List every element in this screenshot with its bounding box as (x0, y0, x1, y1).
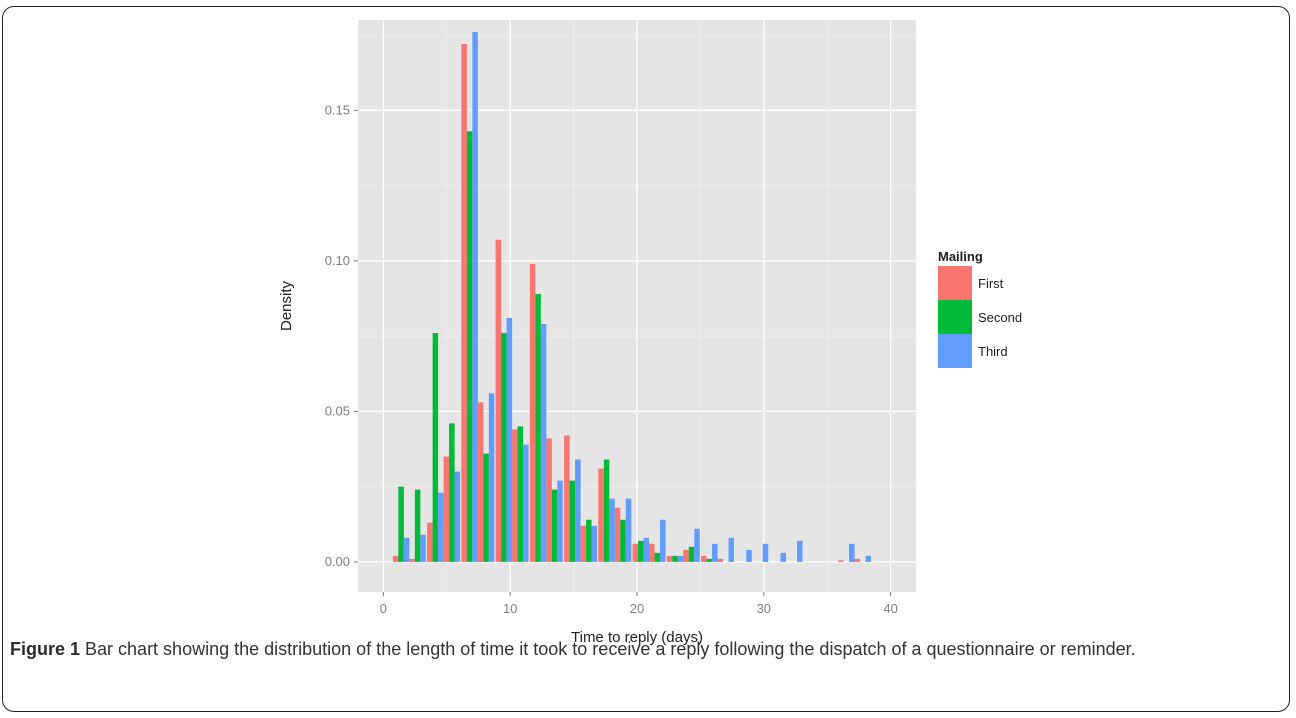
bar-second (398, 486, 404, 562)
bar-first (632, 543, 639, 562)
bar-first (717, 558, 724, 562)
bar-first (838, 560, 844, 562)
bar-third (712, 543, 718, 562)
bar-second (603, 459, 610, 562)
bar-second (688, 546, 695, 562)
bar-third (849, 543, 855, 562)
legend: Mailing First Second Third (938, 249, 1022, 368)
x-axis-title: Time to reply (days) (571, 629, 703, 646)
bar-third (523, 444, 529, 562)
x-tick-label: 30 (757, 601, 771, 616)
bar-third (746, 549, 752, 562)
bar-second (466, 131, 473, 562)
y-tick-label: 0.05 (325, 403, 350, 418)
bar-first (701, 555, 707, 562)
bar-third (660, 519, 666, 562)
bar-first (614, 507, 621, 562)
bar-third (865, 555, 871, 562)
grid (358, 20, 916, 592)
bar-third (540, 324, 547, 562)
bar-second (535, 293, 541, 562)
figure-caption: Figure 1 Bar chart showing the distribut… (10, 636, 1260, 663)
bar-first (564, 435, 570, 562)
legend-label-second: Second (978, 310, 1022, 325)
bar-first (598, 468, 604, 562)
bar-third (677, 555, 684, 562)
bar-third (762, 543, 769, 562)
y-tick-label: 0.15 (325, 102, 350, 117)
bar-second (586, 519, 592, 562)
y-axis-title: Density (278, 280, 295, 331)
x-tick-label: 20 (630, 601, 644, 616)
bar-third (591, 525, 598, 562)
legend-key-second (938, 300, 972, 334)
bar-second (569, 480, 576, 562)
bar-first (546, 438, 552, 562)
bar-second (483, 453, 489, 562)
x-tick-label: 40 (883, 601, 897, 616)
tick-labels: 0 10 20 30 40 0.00 0.05 0.10 0.15 (325, 102, 898, 616)
legend-key-first (938, 266, 972, 300)
bar-first (580, 525, 587, 562)
bar-first (477, 402, 484, 562)
bar-first (529, 263, 536, 562)
bar-third (438, 492, 444, 562)
figure-label: Figure 1 (10, 639, 81, 659)
bar-second (620, 519, 626, 562)
bar-second (449, 423, 455, 562)
bar-third (609, 498, 615, 562)
bar-third (557, 480, 563, 562)
bar-first (443, 456, 450, 562)
bar-second (432, 333, 439, 562)
legend-title: Mailing (938, 249, 983, 264)
legend-label-third: Third (978, 344, 1008, 359)
figure-caption-text: Bar chart showing the distribution of th… (85, 639, 1136, 659)
bar-first (666, 555, 673, 562)
bar-second (501, 333, 507, 562)
bar-second (672, 555, 678, 562)
bar-second (551, 489, 558, 562)
bar-third (694, 528, 700, 562)
bars (392, 32, 871, 562)
y-tick-label: 0.10 (325, 253, 350, 268)
bar-third (625, 498, 632, 562)
bar-first (392, 555, 399, 562)
legend-label-first: First (978, 276, 1004, 291)
bar-third (472, 32, 478, 562)
bar-second (517, 426, 524, 562)
bar-first (512, 429, 518, 562)
bar-second (706, 558, 713, 562)
bar-third (488, 393, 495, 562)
x-tick-label: 10 (503, 601, 517, 616)
bar-third (454, 471, 461, 562)
bar-third (797, 540, 803, 562)
bar-third (780, 552, 787, 562)
bar-third (728, 537, 735, 562)
bar-first (683, 549, 689, 562)
x-tick-label: 0 (380, 601, 387, 616)
bar-third (403, 537, 410, 562)
legend-key-third (938, 334, 972, 368)
bar-first (495, 239, 502, 562)
y-tick-label: 0.00 (325, 554, 350, 569)
bar-second (638, 540, 644, 562)
bar-second (414, 489, 421, 562)
bar-first (854, 558, 860, 562)
bar-third (643, 537, 650, 562)
bar-second (654, 552, 661, 562)
bar-first (461, 44, 467, 562)
bar-third (575, 459, 581, 562)
bar-first (649, 543, 655, 562)
bar-third (420, 534, 426, 562)
bar-third (506, 318, 513, 562)
bar-first (427, 522, 433, 562)
bar-first (409, 558, 415, 562)
